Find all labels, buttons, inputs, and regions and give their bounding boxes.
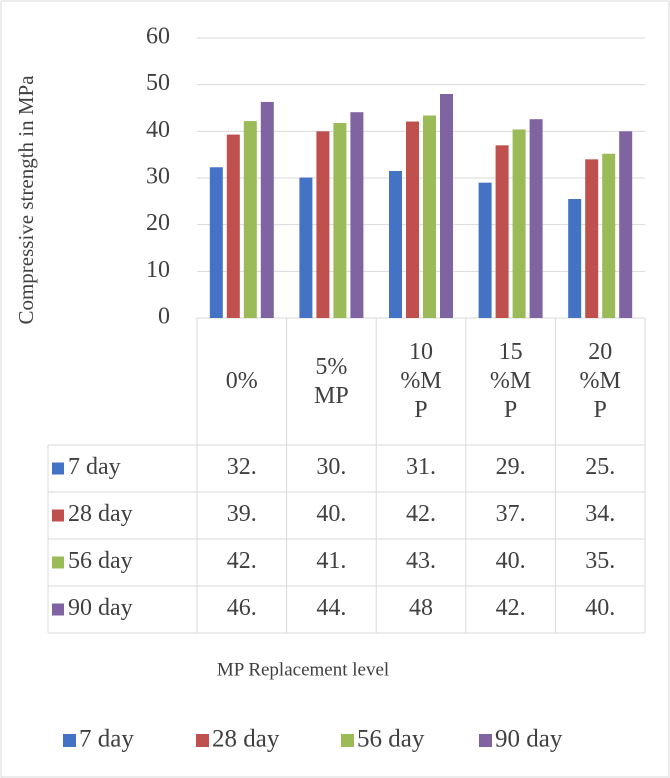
table-legend-key bbox=[52, 509, 64, 522]
table-value: 39. bbox=[227, 501, 257, 527]
table-value: 29. bbox=[496, 454, 526, 480]
table-series-name: 90 day bbox=[68, 595, 133, 621]
table-legend-key bbox=[52, 556, 64, 569]
bar bbox=[568, 199, 582, 318]
category-text: 5% MP bbox=[314, 353, 349, 409]
bar bbox=[602, 153, 616, 318]
table-series-name: 56 day bbox=[68, 548, 133, 574]
category-text: 0% bbox=[225, 368, 258, 394]
legend-label: 7 day bbox=[79, 726, 134, 753]
bar bbox=[299, 177, 313, 318]
table-value: 32. bbox=[227, 454, 257, 480]
category-text: 15 %MP bbox=[489, 339, 532, 423]
table-value: 40. bbox=[316, 501, 346, 527]
y-tick-label: 20 bbox=[146, 210, 170, 236]
x-axis-title: MP Replacement level bbox=[217, 659, 389, 680]
table-legend-key bbox=[52, 462, 64, 475]
y-tick-label: 0 bbox=[158, 304, 170, 330]
bar bbox=[495, 145, 509, 318]
category-label: 15 %MP bbox=[466, 318, 556, 445]
category-text: 10 %MP bbox=[400, 339, 442, 423]
y-tick-label: 50 bbox=[146, 70, 170, 96]
table-value: 25. bbox=[585, 454, 615, 480]
bar bbox=[619, 131, 633, 318]
table-value: 40. bbox=[585, 595, 615, 621]
legend-key bbox=[196, 734, 209, 747]
table-value: 42. bbox=[406, 501, 436, 527]
category-text: 20 %MP bbox=[579, 339, 621, 423]
bar bbox=[406, 121, 419, 319]
table-value: 44. bbox=[316, 595, 346, 621]
legend-label: 28 day bbox=[212, 726, 280, 753]
bar bbox=[243, 121, 257, 318]
bar bbox=[209, 167, 223, 318]
bar bbox=[389, 171, 402, 318]
legend-label: 90 day bbox=[495, 726, 563, 753]
table-value: 40. bbox=[496, 548, 526, 574]
table-value: 34. bbox=[585, 501, 615, 527]
legend-key bbox=[479, 734, 492, 747]
legend-key bbox=[341, 734, 354, 747]
bar bbox=[585, 159, 599, 318]
bar bbox=[316, 131, 330, 318]
legend-key bbox=[63, 734, 76, 747]
bar bbox=[260, 101, 274, 318]
bar bbox=[478, 182, 492, 318]
bar bbox=[440, 94, 453, 318]
table-value: 42. bbox=[496, 595, 526, 621]
table-value: 41. bbox=[316, 548, 346, 574]
table-series-name: 7 day bbox=[68, 454, 121, 480]
bar bbox=[333, 122, 347, 318]
table-value: 30. bbox=[316, 454, 346, 480]
bar bbox=[226, 134, 240, 318]
legend-label: 56 day bbox=[357, 726, 425, 753]
category-label: 20 %MP bbox=[555, 318, 645, 445]
table-value: 37. bbox=[496, 501, 526, 527]
bar bbox=[423, 115, 436, 318]
table-value: 31. bbox=[406, 454, 436, 480]
table-legend-key bbox=[52, 603, 64, 616]
y-axis-title: Compressive strength in MPa bbox=[14, 75, 38, 325]
table-value: 48 bbox=[409, 595, 433, 621]
bar bbox=[350, 112, 364, 318]
y-tick-label: 30 bbox=[146, 164, 170, 190]
category-label: 0% bbox=[197, 318, 287, 445]
bar bbox=[512, 129, 526, 318]
table-value: 43. bbox=[406, 548, 436, 574]
category-label: 5% MP bbox=[287, 318, 377, 445]
table-value: 35. bbox=[585, 548, 615, 574]
table-series-name: 28 day bbox=[68, 501, 133, 527]
table-value: 46. bbox=[227, 595, 257, 621]
y-tick-label: 60 bbox=[146, 24, 170, 50]
table-value: 42. bbox=[227, 548, 257, 574]
category-label: 10 %MP bbox=[376, 318, 466, 445]
y-tick-label: 10 bbox=[146, 257, 170, 283]
y-tick-label: 40 bbox=[146, 117, 170, 143]
bar bbox=[529, 119, 543, 318]
